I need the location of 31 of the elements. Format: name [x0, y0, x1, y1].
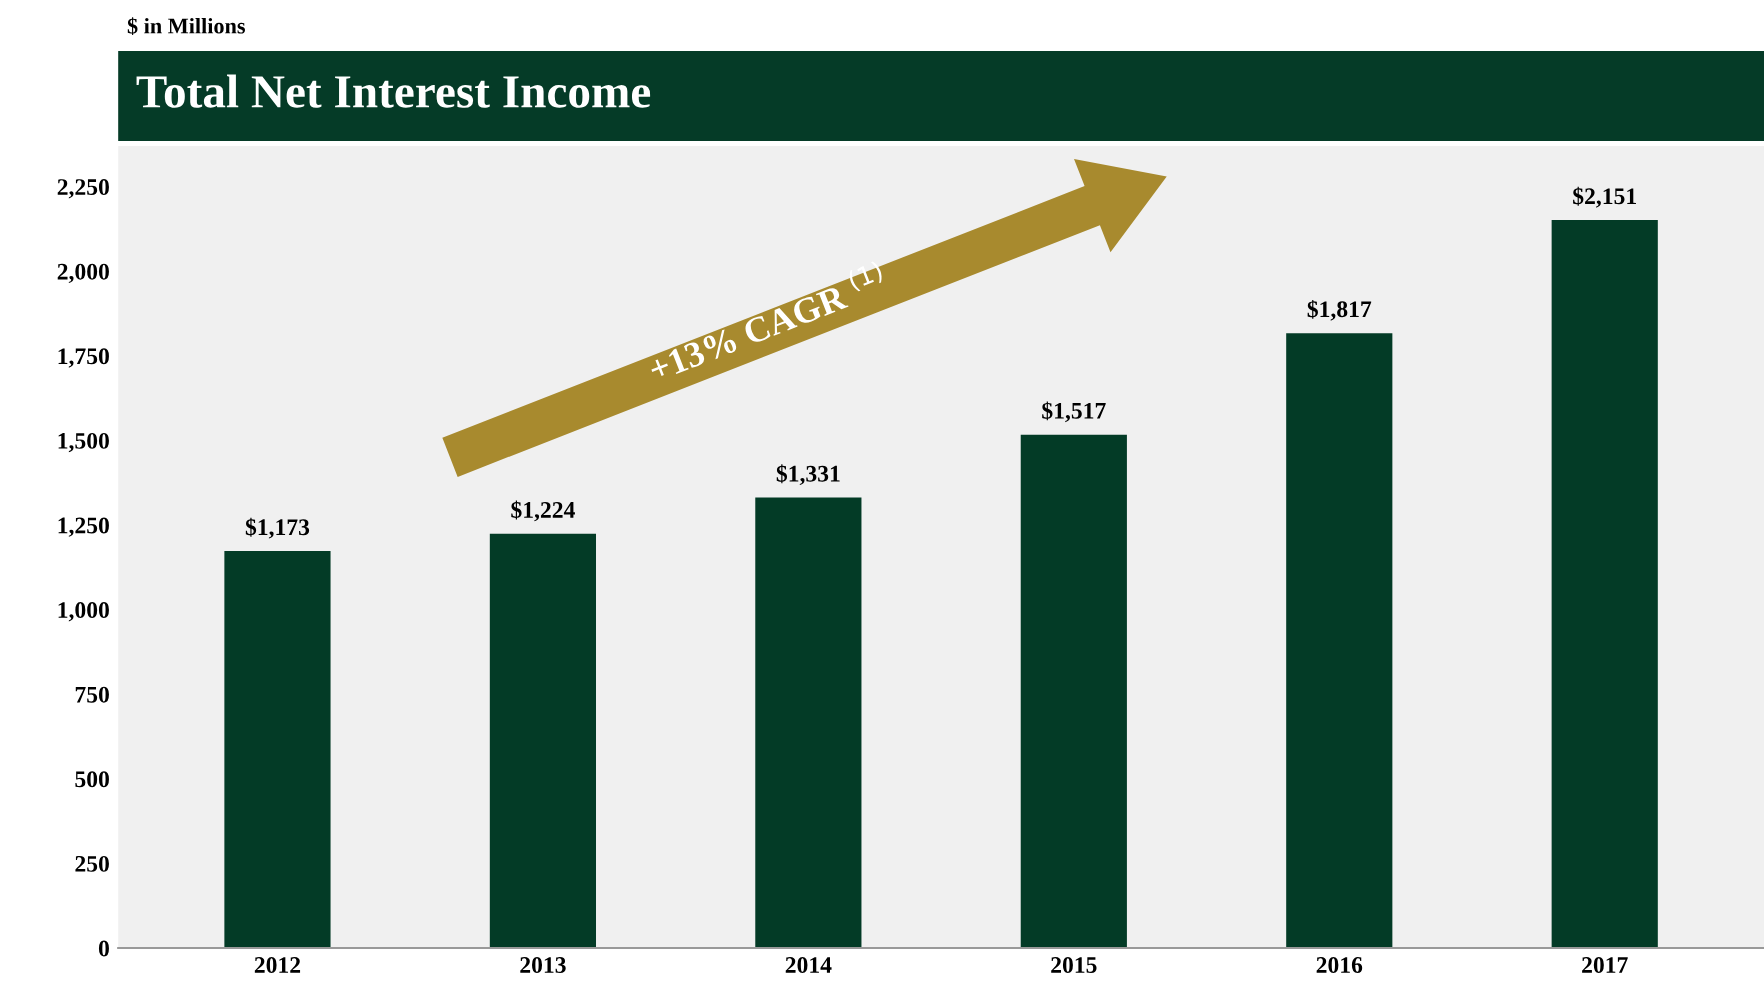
data-label: $1,517 [1042, 401, 1106, 423]
y-tick-label: 500 [75, 771, 109, 788]
y-axis-title: $ in Millions [127, 17, 246, 36]
annotation: +13% CAGR $^{(1)}$ [644, 260, 889, 383]
x-tick-label: 2017 [1582, 957, 1628, 973]
y-tick-label: 1,500 [58, 432, 109, 453]
y-tick-label: 750 [75, 686, 109, 703]
x-tick-label: 2013 [520, 957, 566, 973]
y-tick-label: 0 [98, 940, 109, 957]
data-label: $2,151 [1573, 186, 1636, 208]
x-tick-label: 2012 [254, 957, 301, 973]
x-tick-label: 2014 [785, 957, 832, 973]
y-tick-label: 1,250 [58, 517, 109, 537]
y-tick-label: 2,000 [57, 263, 109, 284]
data-label: $1,224 [511, 500, 575, 522]
y-tick-label: 1,000 [58, 602, 109, 622]
data-label: $1,331 [776, 464, 840, 486]
bar [1020, 434, 1127, 948]
y-tick-label: 2,250 [57, 179, 109, 199]
bar [755, 497, 862, 948]
bar [224, 551, 331, 948]
y-tick-label: 250 [75, 855, 109, 872]
bar [489, 533, 596, 948]
data-label: $1,817 [1307, 299, 1372, 321]
x-tick-label: 2016 [1316, 957, 1363, 973]
data-label: $1,173 [245, 517, 310, 539]
x-tick-label: 2015 [1051, 957, 1097, 973]
bar [1551, 220, 1658, 948]
chart-title: Total Net Interest Income [136, 74, 651, 108]
bar [1286, 333, 1393, 948]
y-tick-label: 1,750 [58, 348, 109, 368]
